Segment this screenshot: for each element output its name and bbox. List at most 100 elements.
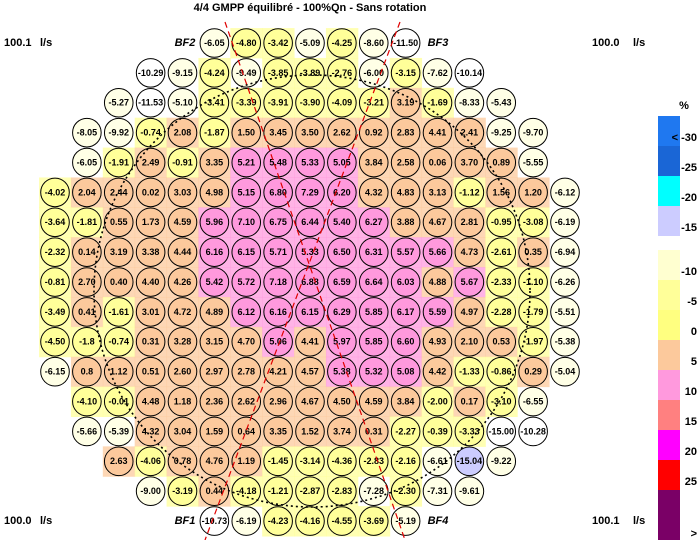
assembly-value: 4.59: [365, 396, 383, 406]
assembly: [327, 416, 357, 447]
assembly: [199, 267, 230, 297]
assembly: [550, 356, 580, 387]
assembly: [454, 147, 485, 178]
assembly-value: -1.45: [268, 456, 289, 466]
assembly-value: -0.86: [491, 367, 512, 377]
assembly: [295, 87, 325, 118]
assembly-value: 2.96: [269, 396, 287, 406]
assembly-value: 6.64: [365, 277, 383, 287]
assembly-value: -9.49: [236, 68, 257, 78]
assembly: [40, 237, 70, 267]
assembly: [390, 207, 421, 238]
assembly-value: 6.16: [206, 247, 224, 257]
assembly-value: 2.63: [110, 456, 128, 466]
assembly-value: 5.67: [461, 277, 479, 287]
assembly: [454, 267, 485, 297]
assembly-value: -2.16: [395, 456, 416, 466]
assembly-value: -9.70: [523, 128, 544, 138]
assembly-value: -15.04: [457, 456, 483, 466]
assembly-value: 0.92: [365, 128, 383, 138]
flow-value: 100.1: [4, 37, 32, 49]
assembly-value: 4.67: [429, 217, 447, 227]
assembly: [135, 207, 166, 238]
flow-value: 100.1: [592, 515, 620, 527]
assembly-value: -6.55: [523, 396, 544, 406]
assembly-value: -0.01: [108, 396, 129, 406]
assembly: [135, 297, 166, 327]
assembly-value: 1.50: [237, 128, 255, 138]
assembly: [295, 327, 325, 357]
assembly-value: 4.21: [269, 367, 287, 377]
assembly-value: 3.38: [142, 247, 160, 257]
assembly-value: 2.08: [174, 128, 192, 138]
assembly: [135, 446, 166, 477]
assembly-value: -4.25: [332, 38, 353, 48]
legend: < -30 -25 -20 -15 -10 -5 0 5 10 15 20 25 >: [658, 116, 697, 540]
assembly-value: 4.97: [461, 307, 479, 317]
assembly: [390, 267, 421, 297]
assembly: [327, 58, 357, 88]
assembly-value: -6.05: [77, 157, 98, 167]
assembly: [263, 87, 293, 118]
assembly: [486, 267, 517, 297]
assembly: [550, 177, 580, 208]
assembly: [263, 416, 293, 447]
assembly-value: -3.10: [491, 396, 512, 406]
assembly-value: -0.95: [491, 217, 512, 227]
assembly: [518, 267, 548, 297]
assembly: [231, 327, 262, 357]
assembly: [167, 147, 198, 178]
assembly: [390, 297, 421, 327]
legend-swatch: [658, 460, 680, 490]
assembly-value: 1.73: [142, 217, 160, 227]
legend-swatch: [658, 430, 680, 460]
assembly-value: 0.8: [81, 367, 94, 377]
assembly: [199, 297, 230, 327]
assembly: [103, 416, 134, 447]
assembly-value: -1.21: [268, 486, 289, 496]
assembly: [103, 446, 134, 477]
assembly: [167, 207, 198, 238]
assembly: [518, 177, 548, 208]
assembly: [295, 237, 325, 267]
assembly-value: 0.14: [78, 247, 96, 257]
assembly-value: 6.17: [397, 307, 415, 317]
assembly: [327, 446, 357, 477]
legend-label: -10: [681, 266, 697, 278]
assembly-value: 6.15: [237, 247, 255, 257]
assembly: [103, 87, 134, 118]
assembly: [135, 386, 166, 417]
assembly-value: 5.33: [301, 157, 319, 167]
assembly: [422, 177, 453, 208]
assembly-value: -4.23: [268, 516, 289, 526]
assembly: [40, 177, 70, 208]
assembly-value: -1.81: [77, 217, 98, 227]
assembly-value: -9.00: [140, 486, 161, 496]
assembly: [103, 297, 134, 327]
assembly-value: 2.83: [397, 128, 415, 138]
assembly: [422, 147, 453, 178]
assembly: [454, 297, 485, 327]
assembly: [358, 237, 389, 267]
assembly-value: -3.14: [300, 456, 321, 466]
cells: -6.05 -4.80 -3.42 -5.09 -4.25 -8.60 -11.50 -10.…: [39, 28, 580, 537]
assembly-value: 2.44: [110, 187, 128, 197]
assembly-value: -1.61: [108, 307, 129, 317]
assembly-value: -3.15: [395, 68, 416, 78]
assembly: [550, 297, 580, 327]
assembly-value: 0.53: [492, 337, 510, 347]
assembly: [454, 237, 485, 267]
assembly-value: 5.33: [301, 247, 319, 257]
assembly-value: -2.87: [300, 486, 321, 496]
assembly: [358, 117, 389, 148]
assembly: [422, 416, 453, 447]
assembly-value: 5.85: [365, 337, 383, 347]
legend-label: 20: [685, 446, 697, 458]
assembly: [390, 446, 421, 477]
assembly-value: 0.78: [174, 456, 192, 466]
assembly-value: -2.83: [332, 486, 353, 496]
assembly-value: -6.15: [45, 367, 66, 377]
assembly: [327, 117, 357, 148]
assembly-value: 4.26: [174, 277, 192, 287]
assembly-value: 5.96: [206, 217, 224, 227]
